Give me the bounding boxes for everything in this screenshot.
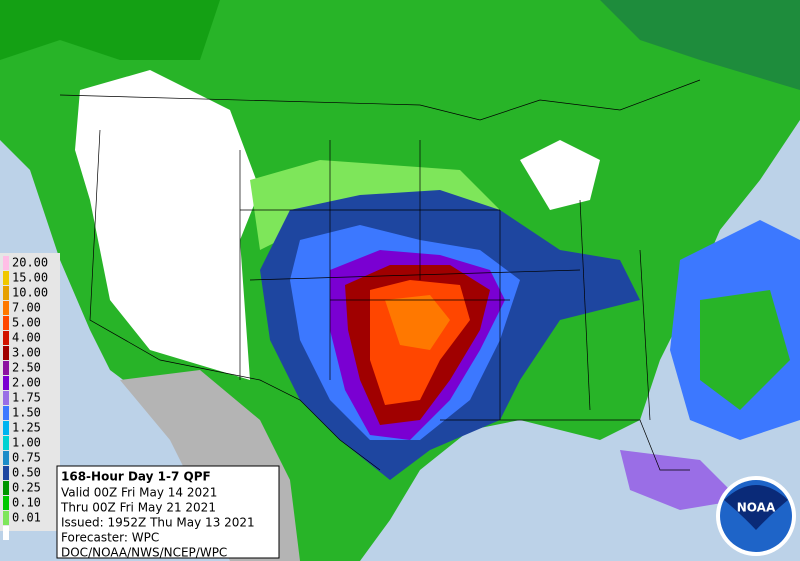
legend-swatch-blank (3, 526, 9, 540)
legend-label: 3.00 (12, 346, 41, 360)
legend-label: 1.50 (12, 406, 41, 420)
legend-label: 7.00 (12, 301, 41, 315)
legend-swatch (3, 286, 9, 300)
legend-swatch (3, 451, 9, 465)
legend-label: 2.50 (12, 361, 41, 375)
legend-label: 0.25 (12, 481, 41, 495)
legend-label: 0.75 (12, 451, 41, 465)
legend-swatch (3, 256, 9, 270)
legend-swatch (3, 391, 9, 405)
legend-swatch (3, 406, 9, 420)
legend-label: 20.00 (12, 256, 48, 270)
logo-gull (724, 485, 788, 530)
borders (59, 79, 701, 471)
legend-label: 0.50 (12, 466, 41, 480)
legend-swatch (3, 376, 9, 390)
legend-panel (0, 253, 60, 531)
info-title: 168-Hour Day 1-7 QPF (61, 470, 211, 484)
legend-label: 1.75 (12, 391, 41, 405)
legend-swatch (3, 301, 9, 315)
info-line: Valid 00Z Fri May 14 2021 (61, 486, 217, 500)
legend: 20.0015.0010.007.005.004.003.002.502.001… (3, 256, 48, 540)
logo-text: NOAA (737, 501, 776, 515)
noaa-logo: NOAA (716, 476, 796, 556)
legend-label: 0.10 (12, 496, 41, 510)
legend-label: 1.00 (12, 436, 41, 450)
legend-swatch (3, 481, 9, 495)
legend-label: 1.25 (12, 421, 41, 435)
legend-swatch (3, 361, 9, 375)
dry-west (75, 70, 260, 380)
caribbean-purple (620, 450, 740, 510)
legend-swatch (3, 466, 9, 480)
info-line: Thru 00Z Fri May 21 2021 (60, 501, 216, 515)
legend-swatch (3, 346, 9, 360)
legend-swatch (3, 271, 9, 285)
legend-label: 10.00 (12, 286, 48, 300)
legend-swatch (3, 496, 9, 510)
info-box (56, 465, 280, 559)
legend-swatch (3, 331, 9, 345)
legend-label: 5.00 (12, 316, 41, 330)
heavy-orange (385, 295, 450, 350)
atlantic-green (700, 290, 790, 410)
info-line: Issued: 1952Z Thu May 13 2021 (61, 516, 255, 530)
info-line: Forecaster: WPC (61, 531, 159, 545)
info-line: DOC/NOAA/NWS/NCEP/WPC (61, 546, 227, 560)
legend-label: 15.00 (12, 271, 48, 285)
quebec (600, 0, 800, 90)
legend-label: 4.00 (12, 331, 41, 345)
legend-swatch (3, 436, 9, 450)
canada-wet (0, 0, 220, 60)
legend-label: 0.01 (12, 511, 41, 525)
legend-swatch (3, 421, 9, 435)
legend-swatch (3, 511, 9, 525)
great-lakes-dry (520, 140, 600, 210)
legend-swatch (3, 316, 9, 330)
legend-label: 2.00 (12, 376, 41, 390)
